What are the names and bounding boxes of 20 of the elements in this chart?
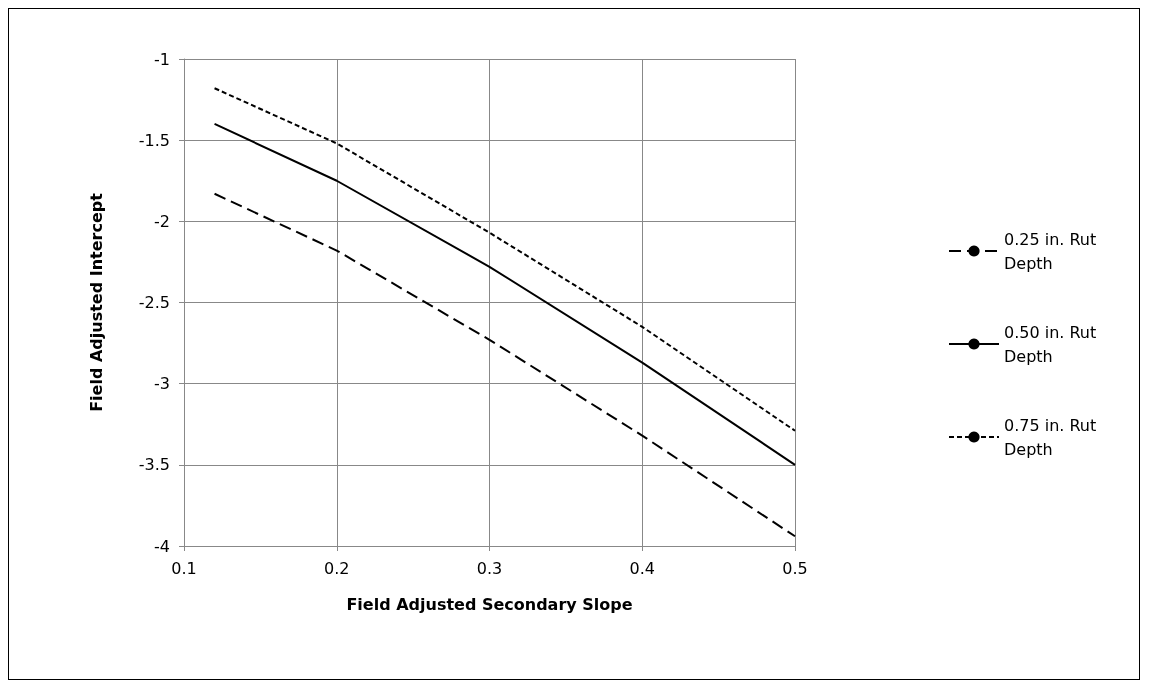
line-series [213, 87, 796, 432]
x-tick-label: 0.2 [324, 558, 350, 578]
y-tick-label: -3.5 [138, 455, 170, 475]
y-tick-label: -4 [154, 536, 170, 556]
x-tick-label: 0.4 [629, 558, 655, 578]
x-tick-label: 0.1 [171, 558, 197, 578]
y-tick-label: -3 [154, 374, 170, 394]
y-axis-title: Field Adjusted Intercept [86, 192, 106, 412]
y-tick-label: -1 [154, 49, 170, 69]
x-tick-label: 0.5 [782, 558, 808, 578]
y-tick-label: -1.5 [138, 130, 170, 150]
y-tick-label: -2.5 [138, 293, 170, 312]
legend-label: 0.25 in. Rut Depth [1004, 229, 1102, 273]
legend-label: 0.50 in. Rut Depth [1004, 322, 1102, 366]
legend-label: 0.75 in. Rut Depth [1004, 415, 1102, 459]
y-tick-label: -2 [154, 211, 170, 231]
x-axis-title: Field Adjusted Secondary Slope [346, 594, 633, 614]
x-tick-label: 0.3 [476, 558, 503, 578]
line-series [213, 192, 796, 538]
line-series [213, 122, 796, 466]
